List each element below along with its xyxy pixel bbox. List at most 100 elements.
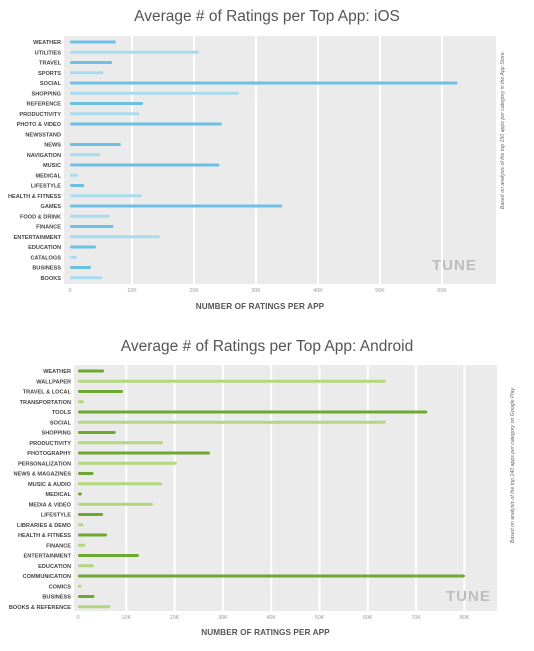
android-chart-title: Average # of Ratings per Top App: Androi… — [120, 338, 414, 355]
ios-bar — [70, 163, 220, 167]
ios-bar — [70, 235, 160, 239]
ios-source-note: Based on analysis of the top 150 apps pe… — [500, 51, 506, 209]
android-category-label: MUSIC & AUDIO — [28, 482, 72, 488]
android-bar — [78, 410, 428, 414]
ios-bar — [70, 255, 77, 259]
ios-bar — [70, 102, 144, 105]
android-bar — [78, 543, 86, 547]
ios-category-label: TRAVEL — [39, 61, 62, 67]
ios-category-label: FOOD & DRINK — [20, 214, 61, 220]
android-bar — [78, 482, 163, 486]
ios-bar — [70, 71, 104, 75]
android-category-label: TRAVEL & LOCAL — [23, 390, 72, 396]
android-bar — [78, 390, 123, 393]
ios-bar — [70, 194, 142, 198]
ios-category-label: PRODUCTIVITY — [19, 112, 61, 118]
android-x-axis-label: NUMBER OF RATINGS PER APP — [201, 628, 330, 637]
ios-category-label: MEDICAL — [36, 173, 62, 179]
ios-bar — [70, 122, 222, 126]
ios-bar — [70, 214, 110, 218]
ios-bar — [70, 245, 97, 249]
android-category-label: LIFESTYLE — [41, 513, 71, 519]
ios-tick-label: 10K — [127, 288, 137, 294]
android-category-label: COMICS — [49, 584, 72, 590]
android-plot-area — [74, 365, 497, 611]
android-category-label: PHOTOGRAPHY — [27, 451, 71, 457]
ios-category-label: BOOKS — [40, 276, 61, 282]
ios-category-label: HEALTH & FITNESS — [8, 194, 61, 200]
ios-category-label: NAVIGATION — [27, 153, 61, 159]
ios-plot-area — [64, 36, 496, 284]
android-tick-label: 40K — [266, 615, 276, 621]
android-tick-label: 30K — [218, 615, 228, 621]
ios-category-label: CATALOGS — [30, 255, 61, 261]
ios-chart-title: Average # of Ratings per Top App: iOS — [134, 8, 400, 25]
android-category-label: LIBRARIES & DEMO — [17, 523, 72, 529]
android-bar — [78, 431, 116, 434]
ios-category-label: WEATHER — [33, 40, 61, 46]
android-category-label: BUSINESS — [42, 595, 71, 601]
android-category-label: HEALTH & FITNESS — [18, 533, 71, 539]
android-tick-label: 70K — [411, 615, 421, 621]
android-tick-label: 20K — [170, 615, 180, 621]
android-bar — [78, 472, 94, 475]
android-bar — [78, 523, 84, 527]
ios-category-label: PHOTO & VIDEO — [17, 122, 62, 128]
android-category-label: NEWS & MAGAZINES — [14, 472, 72, 478]
ios-bar — [70, 276, 103, 280]
android-category-label: MEDIA & VIDEO — [29, 502, 72, 508]
ios-category-label: MUSIC — [43, 163, 61, 169]
ios-bar — [70, 143, 121, 146]
ios-category-label: BUSINESS — [32, 266, 61, 272]
android-bar — [78, 461, 178, 465]
android-tick-label: 10K — [122, 615, 132, 621]
ios-bar — [70, 81, 458, 85]
ios-category-label: SOCIAL — [40, 81, 62, 87]
ios-tick-label: 20K — [189, 288, 199, 294]
ios-bar — [70, 112, 140, 116]
ios-bar — [70, 184, 85, 187]
ios-tick-label: 30K — [251, 288, 261, 294]
android-bar — [78, 369, 105, 373]
ios-tune-logo: TUNE — [432, 257, 477, 274]
ios-bar — [70, 153, 101, 157]
android-bar — [78, 400, 84, 404]
ios-category-label: LIFESTYLE — [31, 184, 61, 190]
android-category-label: MEDICAL — [46, 492, 72, 498]
ios-category-label: SHOPPING — [31, 91, 61, 97]
ios-category-label: NEWSSTAND — [25, 132, 61, 138]
android-bar — [78, 533, 107, 537]
ios-bar — [70, 50, 199, 54]
ios-category-label: SPORTS — [38, 71, 61, 77]
ios-category-label: FINANCE — [36, 225, 61, 231]
android-source-note: Based on analysis of the top 240 apps pe… — [510, 387, 516, 543]
ios-bar — [70, 40, 116, 44]
android-bar — [78, 492, 82, 496]
android-category-label: BOOKS & REFERENCE — [9, 605, 71, 611]
android-bar — [78, 451, 210, 455]
ios-bar — [70, 91, 239, 95]
android-bar — [78, 595, 95, 598]
android-bar — [78, 420, 386, 424]
android-bar — [78, 574, 465, 578]
android-category-label: SOCIAL — [50, 420, 72, 426]
android-bar — [78, 513, 104, 516]
android-tick-label: 60K — [363, 615, 373, 621]
android-bar — [78, 584, 82, 588]
android-category-label: PRODUCTIVITY — [29, 441, 71, 447]
android-category-label: COMMUNICATION — [23, 574, 71, 580]
android-category-label: TRANSPORTATION — [20, 400, 71, 406]
android-tune-logo: TUNE — [446, 588, 491, 605]
android-category-label: SHOPPING — [41, 431, 71, 437]
android-tick-label: 80K — [460, 615, 470, 621]
android-category-label: EDUCATION — [38, 564, 71, 570]
ios-category-label: ENTERTAINMENT — [14, 235, 62, 241]
ios-category-label: NEWS — [44, 143, 61, 149]
ios-tick-label: 50K — [375, 288, 385, 294]
android-bar — [78, 605, 111, 609]
ios-category-label: GAMES — [40, 204, 61, 210]
android-bar — [78, 554, 139, 557]
ios-category-label: REFERENCE — [27, 102, 62, 108]
ios-category-label: EDUCATION — [28, 245, 61, 251]
android-tick-label: 50K — [315, 615, 325, 621]
